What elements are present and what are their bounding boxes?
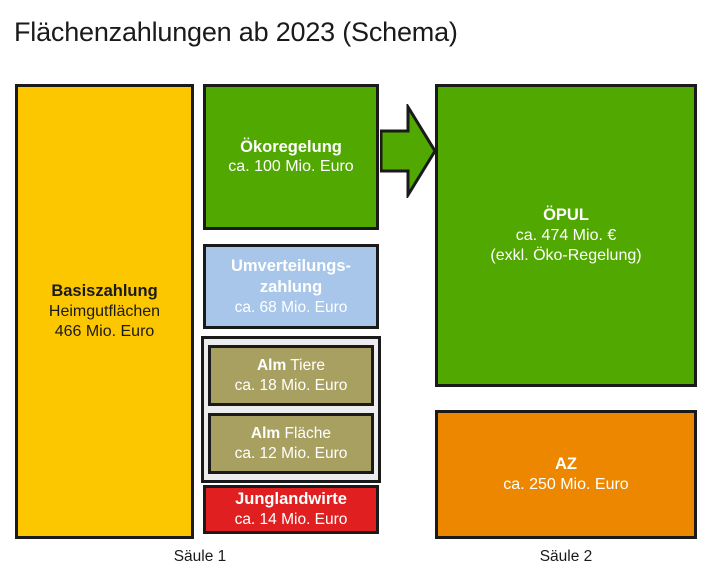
box-alm-tiere: Alm Tiere ca. 18 Mio. Euro: [208, 345, 374, 406]
caption-saeule-1: Säule 1: [173, 548, 227, 565]
alm-group-container: Alm Tiere ca. 18 Mio. Euro Alm Fläche ca…: [201, 336, 381, 483]
az-amount: ca. 250 Mio. Euro: [503, 475, 629, 493]
alm-flaeche-title: Alm Fläche: [251, 424, 331, 444]
alm-tiere-amount: ca. 18 Mio. Euro: [234, 376, 348, 394]
caption-saeule-2: Säule 2: [539, 548, 593, 565]
umverteilungszahlung-title-line2: zahlung: [259, 277, 323, 296]
box-oepul: ÖPUL ca. 474 Mio. € (exkl. Öko-Regelung): [435, 84, 697, 387]
oepul-amount: ca. 474 Mio. €: [515, 226, 617, 244]
box-umverteilungszahlung: Umverteilungs- zahlung ca. 68 Mio. Euro: [203, 244, 379, 329]
box-oekoregelung: Ökoregelung ca. 100 Mio. Euro: [203, 84, 379, 230]
basiszahlung-subtitle: Heimgutflächen: [48, 302, 161, 320]
basiszahlung-title: Basiszahlung: [51, 281, 158, 300]
umverteilungszahlung-amount: ca. 68 Mio. Euro: [234, 298, 348, 316]
basiszahlung-amount: 466 Mio. Euro: [54, 322, 155, 340]
umverteilungszahlung-title-line1: Umverteilungs-: [230, 256, 352, 275]
box-junglandwirte: Junglandwirte ca. 14 Mio. Euro: [203, 485, 379, 534]
oekoregelung-title: Ökoregelung: [240, 137, 342, 156]
oepul-note: (exkl. Öko-Regelung): [490, 246, 642, 264]
oepul-title: ÖPUL: [543, 205, 589, 224]
alm-flaeche-amount: ca. 12 Mio. Euro: [234, 444, 348, 462]
alm-tiere-title: Alm Tiere: [257, 356, 325, 376]
junglandwirte-amount: ca. 14 Mio. Euro: [234, 511, 348, 529]
box-alm-flaeche: Alm Fläche ca. 12 Mio. Euro: [208, 413, 374, 474]
oekoregelung-amount: ca. 100 Mio. Euro: [228, 158, 354, 176]
page-title: Flächenzahlungen ab 2023 (Schema): [14, 17, 458, 47]
box-basiszahlung: Basiszahlung Heimgutflächen 466 Mio. Eur…: [15, 84, 194, 539]
alm-flaeche-title-rest: Fläche: [280, 424, 332, 442]
junglandwirte-title: Junglandwirte: [235, 490, 347, 509]
alm-tiere-title-rest: Tiere: [286, 356, 326, 374]
box-az: AZ ca. 250 Mio. Euro: [435, 410, 697, 539]
az-title: AZ: [555, 455, 577, 474]
alm-tiere-title-bold: Alm: [256, 356, 287, 374]
alm-flaeche-title-bold: Alm: [250, 424, 281, 442]
flow-arrow-icon: [380, 104, 436, 198]
